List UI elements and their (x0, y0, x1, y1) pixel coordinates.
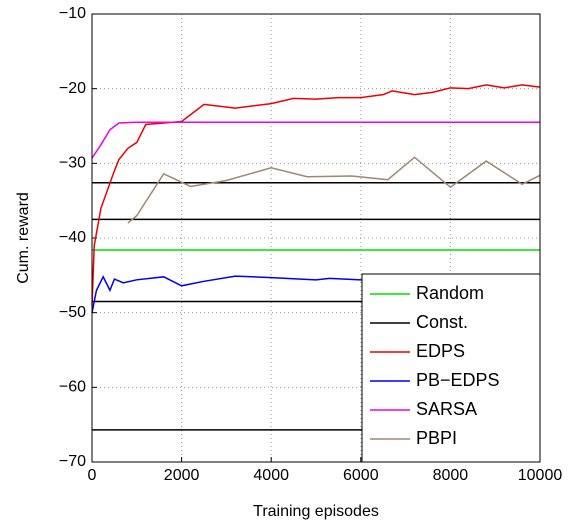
x-tick-label: 10000 (518, 467, 563, 484)
series-line (127, 156, 541, 224)
y-tick-label: −60 (59, 379, 86, 396)
series-line (91, 84, 541, 306)
y-tick-label: −70 (59, 453, 86, 470)
legend: Random Const. EDPS PB−EDPS SARSA PBPI (361, 273, 541, 463)
x-tick-label: 4000 (253, 467, 289, 484)
x-tick-label: 8000 (433, 467, 469, 484)
legend-label: Const. (416, 312, 468, 332)
x-tick-label: 2000 (164, 467, 200, 484)
legend-label: PBPI (416, 428, 457, 448)
series-line (91, 121, 540, 159)
y-tick-label: −30 (59, 155, 86, 172)
legend-label: EDPS (416, 341, 465, 361)
y-axis-label: Cum. reward (15, 192, 32, 284)
x-axis-label: Training episodes (253, 503, 379, 520)
series-line (91, 275, 541, 313)
x-tick-label: 6000 (343, 467, 379, 484)
y-tick-label: −50 (59, 304, 86, 321)
legend-label: PB−EDPS (416, 370, 500, 390)
y-tick-label: −20 (59, 80, 86, 97)
plot-frame (91, 13, 541, 463)
legend-label: Random (416, 283, 484, 303)
y-tick-label: −10 (59, 5, 86, 22)
y-tick-label: −40 (59, 229, 86, 246)
legend-label: SARSA (416, 399, 477, 419)
x-tick-label: 0 (88, 467, 97, 484)
legend-box (361, 273, 541, 463)
